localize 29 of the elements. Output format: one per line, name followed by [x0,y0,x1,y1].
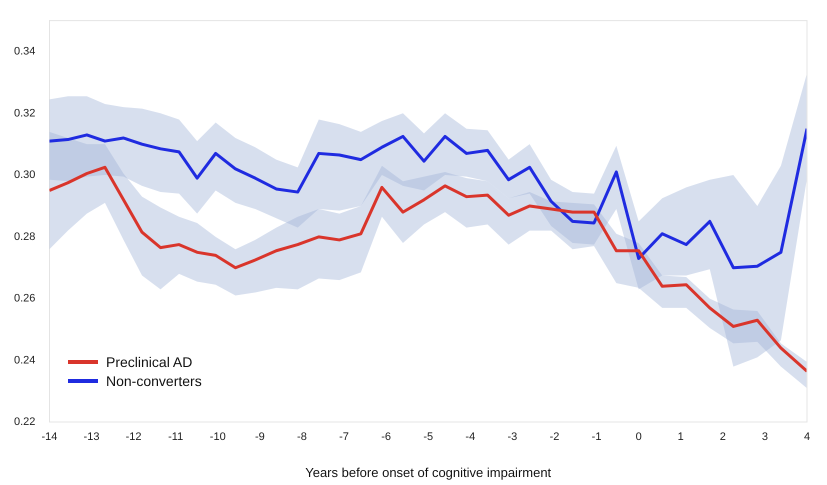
y-tick-label: 0.22 [14,416,36,428]
x-tick-label: 2 [720,430,726,443]
y-tick-label: 0.24 [14,354,36,366]
x-tick-label: -12 [126,430,142,443]
x-tick-label: -3 [507,430,518,443]
x-tick-label: -5 [423,430,434,443]
x-tick-label: -6 [381,430,392,443]
x-tick-label: -11 [168,430,184,443]
x-tick-label: -14 [41,430,58,443]
x-tick-label: -9 [254,430,265,443]
x-tick-label: -8 [297,430,307,443]
x-tick-label: 0 [636,430,642,443]
y-tick-label: 0.28 [14,230,36,243]
x-tick-label: 1 [678,430,684,443]
x-tick-label: -4 [465,430,476,443]
y-tick-label: 0.32 [14,107,36,120]
x-tick-label: 4 [804,430,810,443]
y-tick-label: 0.30 [14,169,36,182]
x-tick-label: 3 [762,430,768,443]
x-tick-label: -7 [339,430,349,443]
legend-label: Preclinical AD [106,354,192,370]
y-tick-label: 0.34 [14,46,36,58]
x-tick-label: -10 [210,430,226,443]
x-tick-label: -13 [84,430,100,443]
x-tick-label: -2 [550,430,560,443]
legend-label: Non-converters [106,372,202,388]
y-tick-label: 0.26 [14,292,36,305]
x-tick-label: -1 [592,430,602,443]
x-axis-title: Years before onset of cognitive impairment [305,464,552,480]
